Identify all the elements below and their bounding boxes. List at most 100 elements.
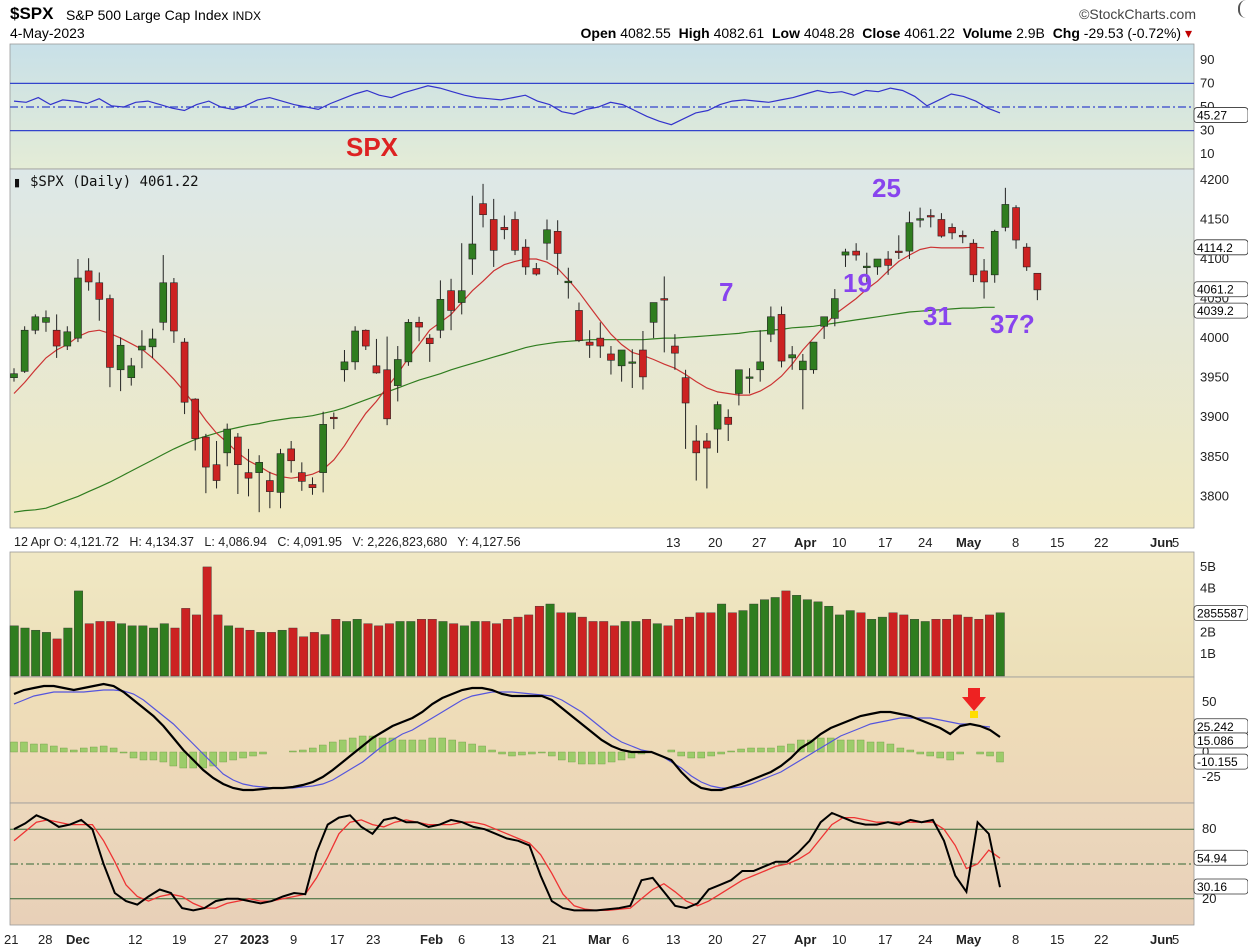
candle-body — [180, 341, 189, 403]
index-name: S&P 500 Large Cap Index — [66, 7, 229, 23]
candle-body — [649, 302, 658, 323]
volume-bar — [277, 629, 287, 677]
x-tick-label-bottom: 10 — [832, 932, 846, 947]
volume-y-tick: 4B — [1200, 581, 1216, 596]
volume-bar — [888, 612, 898, 677]
volume-bar — [963, 616, 973, 677]
x-tick-label-bottom: 28 — [38, 932, 52, 947]
macd-line — [13, 682, 1001, 792]
volume-bar — [170, 627, 180, 677]
price-y-tick: 3950 — [1200, 370, 1229, 385]
candle-body — [990, 231, 999, 276]
macd-y-tick: 50 — [1202, 694, 1216, 709]
settings-corner-icon[interactable] — [1238, 0, 1248, 18]
macd-histogram-bar — [508, 751, 516, 757]
candle-body — [532, 268, 541, 275]
low-value: 4048.28 — [803, 25, 855, 41]
macd-y-tick: 0 — [1202, 744, 1209, 759]
volume-bar — [877, 616, 887, 677]
macd-histogram-bar — [50, 745, 58, 753]
volume-bar — [663, 625, 673, 677]
candle-body — [660, 298, 669, 301]
volume-bar — [449, 623, 459, 677]
candle-body — [425, 337, 434, 344]
macd-histogram-bar — [667, 749, 676, 753]
x-tick-label-bottom: 21 — [542, 932, 556, 947]
volume-bar — [149, 627, 159, 677]
candle-body — [873, 258, 882, 268]
candle-body — [585, 341, 594, 346]
cycle-label-7: 7 — [719, 277, 733, 307]
candle-body — [788, 354, 796, 359]
volume-bar — [813, 601, 823, 677]
candle-body — [820, 316, 828, 327]
x-tick-label-bottom: Apr — [794, 932, 816, 947]
x-tick-label-bottom: 6 — [622, 932, 629, 947]
volume-bar — [845, 610, 855, 677]
macd-histogram-bar — [219, 751, 227, 763]
volume-bar — [427, 619, 437, 677]
stochastics-y-tick: 80 — [1202, 821, 1216, 836]
down-arrow-icon: ▾ — [1184, 25, 1192, 41]
candle-body — [1012, 207, 1020, 241]
volume-bar — [749, 603, 759, 677]
cycle-label-37: 37? — [990, 309, 1035, 339]
macd-histogram-bar — [737, 748, 745, 753]
rsi-value-tag-box — [1193, 107, 1248, 123]
candle-body — [393, 359, 402, 386]
x-tick-label-top: 10 — [832, 535, 846, 550]
candle-body — [340, 361, 349, 371]
candle-body — [841, 251, 850, 256]
chart-header: $SPX S&P 500 Large Cap Index INDX 4-May-… — [0, 0, 1248, 44]
volume-bar — [234, 627, 244, 677]
macd-histogram-bar — [996, 751, 1004, 763]
macd-histogram-bar — [916, 751, 925, 755]
candle-body — [63, 331, 72, 347]
volume-bar — [256, 632, 266, 677]
macd-histogram-bar — [60, 747, 68, 753]
price-value-tag: 4061.2 — [1197, 283, 1234, 297]
volume-bar — [556, 612, 566, 677]
volume-bar — [331, 619, 341, 677]
candle-body — [202, 436, 210, 468]
macd-histogram-bar — [169, 751, 178, 767]
x-tick-label-top: May — [956, 535, 982, 550]
macd-histogram-bar — [70, 749, 78, 753]
volume-bar — [684, 616, 694, 677]
price-y-tick: 3800 — [1200, 488, 1229, 503]
macd-value-tag: -10.155 — [1197, 755, 1238, 769]
volume-bar — [674, 619, 684, 677]
candle-body — [831, 298, 839, 319]
macd-histogram-bar — [607, 751, 616, 763]
macd-histogram-bar — [558, 751, 566, 761]
legend-icon: ▮ — [14, 176, 20, 189]
rsi-y-tick: 90 — [1200, 52, 1214, 67]
candle-body — [170, 282, 178, 332]
macd-histogram-bar — [677, 751, 685, 757]
macd-histogram-bar — [747, 747, 755, 753]
candle-body — [489, 219, 498, 251]
candle-body — [191, 398, 200, 439]
volume-bar — [652, 623, 662, 677]
macd-histogram-bar — [687, 751, 695, 759]
red-arrow-marker-icon — [962, 688, 986, 718]
macd-histogram-bar — [329, 741, 337, 753]
rsi-series — [13, 85, 1001, 126]
volume-bar — [191, 614, 201, 677]
macd-histogram-bar — [338, 739, 347, 753]
candle-body — [926, 215, 935, 218]
macd-histogram-bar — [896, 747, 905, 753]
x-tick-label-bottom: 15 — [1050, 932, 1064, 947]
candle-body — [415, 322, 423, 328]
volume-bar — [299, 636, 309, 677]
macd-histogram-bar — [548, 751, 556, 757]
macd-histogram-bar — [906, 749, 915, 753]
candle-body — [692, 440, 701, 454]
candle-body — [255, 462, 263, 473]
volume-y-tick: 1B — [1200, 646, 1216, 661]
macd-histogram-bar — [398, 739, 407, 753]
x-tick-label-top: 27 — [752, 535, 766, 550]
candle-body — [703, 440, 711, 449]
volume-bar — [867, 619, 877, 677]
